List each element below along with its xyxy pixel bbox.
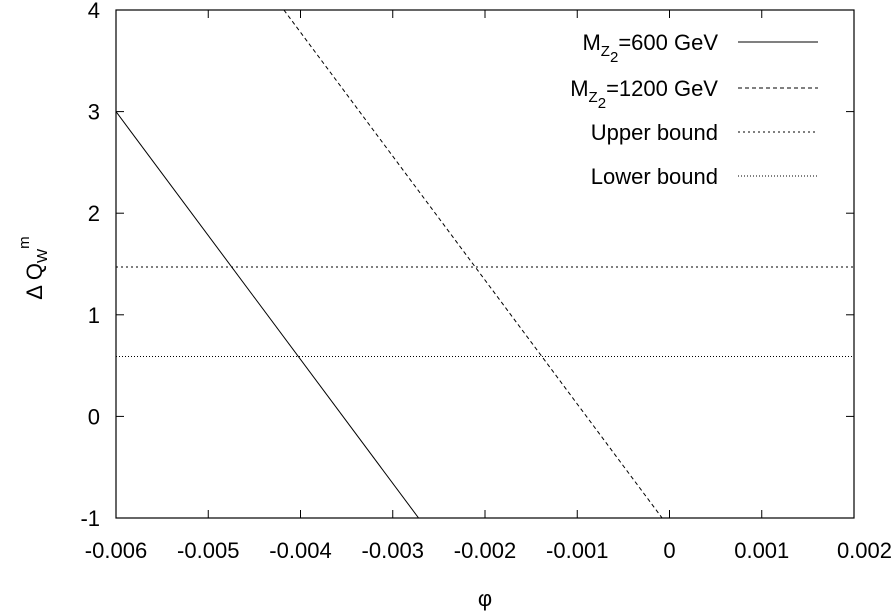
y-axis-label: Δ QWm xyxy=(16,236,51,299)
y-tick-label: 4 xyxy=(88,0,100,23)
y-tick-label: 2 xyxy=(88,201,100,226)
plot-lines xyxy=(116,10,854,518)
legend-label-3: Upper bound xyxy=(591,120,718,145)
x-tick-label: -0.003 xyxy=(362,538,424,563)
y-tick-label: -1 xyxy=(80,506,100,531)
x-axis: -0.006 -0.005 -0.004 -0.003 -0.002 -0.001 0 0.0… xyxy=(85,10,892,563)
x-tick-label: 0.002 xyxy=(837,538,892,563)
x-tick-label: -0.005 xyxy=(177,538,239,563)
x-tick-label: 0 xyxy=(663,538,675,563)
series-line-2 xyxy=(283,10,663,518)
y-axis-label-subscript: W xyxy=(34,248,51,263)
y-axis: -1 0 1 2 3 4 xyxy=(80,0,854,531)
x-tick-label: -0.006 xyxy=(85,538,147,563)
x-tick-label: -0.001 xyxy=(546,538,608,563)
y-axis-label-superscript: m xyxy=(16,236,33,249)
x-tick-label: -0.002 xyxy=(454,538,516,563)
y-axis-label-prefix: Δ Q xyxy=(22,263,47,300)
y-tick-label: 3 xyxy=(88,100,100,125)
legend-label-2: MZ2=1200 GeV xyxy=(570,76,718,112)
plot-frame xyxy=(115,9,855,519)
x-axis-label: φ xyxy=(478,586,492,611)
y-tick-label: 1 xyxy=(88,303,100,328)
x-tick-label: 0.001 xyxy=(734,538,789,563)
x-tick-label: -0.004 xyxy=(269,538,331,563)
legend-label-1: MZ2=600 GeV xyxy=(582,30,718,66)
y-tick-label: 0 xyxy=(88,404,100,429)
legend-label-4: Lower bound xyxy=(591,164,718,189)
series-line-1 xyxy=(116,111,419,518)
legend: MZ2=600 GeV MZ2=1200 GeV Upper bound Lower … xyxy=(570,30,818,189)
